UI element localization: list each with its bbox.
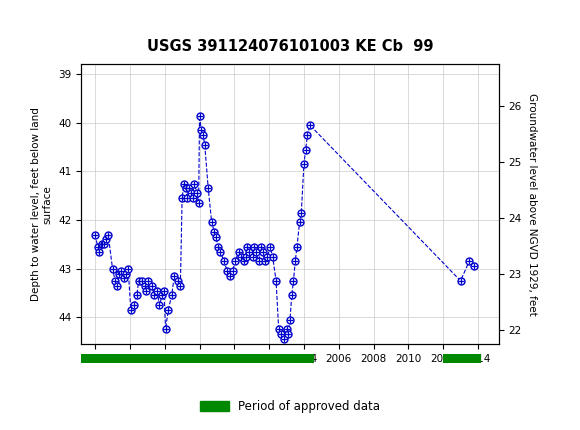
Text: USGS 391124076101003 KE Cb  99: USGS 391124076101003 KE Cb 99 <box>147 39 433 54</box>
Y-axis label: Groundwater level above NGVD 1929, feet: Groundwater level above NGVD 1929, feet <box>527 93 537 316</box>
Legend: Period of approved data: Period of approved data <box>195 395 385 418</box>
Bar <box>81 354 314 363</box>
Text: ≡USGS: ≡USGS <box>17 14 88 31</box>
Y-axis label: Depth to water level, feet below land
surface: Depth to water level, feet below land su… <box>31 108 53 301</box>
Bar <box>443 354 481 363</box>
